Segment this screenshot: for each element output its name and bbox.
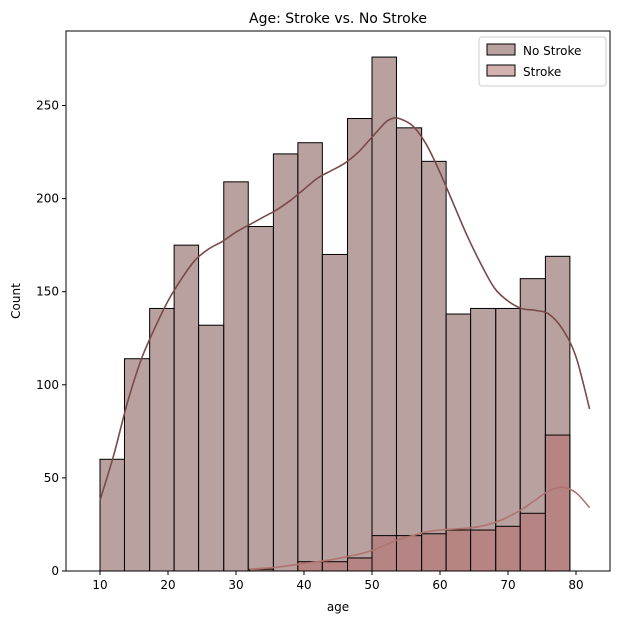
legend-label-stroke: Stroke [523, 65, 561, 79]
y-tick-label: 0 [51, 564, 59, 578]
legend: No Stroke Stroke [478, 36, 607, 87]
no-stroke-bar-6 [247, 226, 274, 572]
legend-swatch-stroke [486, 64, 516, 77]
stroke-bar-7 [421, 533, 447, 572]
y-tick-label: 100 [36, 378, 59, 392]
no-stroke-bar-5 [223, 181, 249, 572]
stroke-bar-4 [347, 557, 373, 572]
x-tick-label: 80 [568, 578, 583, 592]
stroke-bar-8 [445, 529, 472, 572]
y-axis-label: Count [9, 283, 23, 319]
x-tick-label: 60 [432, 578, 447, 592]
stroke-bar-9 [470, 529, 497, 572]
stroke-bar-3 [321, 561, 349, 572]
legend-label-no-stroke: No Stroke [523, 44, 581, 58]
x-axis-ticks: 10 20 30 40 50 60 70 80 [92, 571, 584, 592]
x-axis-label: age [327, 600, 349, 614]
x-tick-label: 40 [296, 578, 311, 592]
y-axis-ticks: 0 50 100 150 200 250 [36, 98, 66, 578]
axes [65, 30, 611, 572]
y-tick-label: 200 [36, 192, 59, 206]
x-tick-label: 50 [364, 578, 379, 592]
no-stroke-bar-7 [272, 153, 299, 572]
no-stroke-bar-12 [395, 127, 423, 572]
no-stroke-bar-10 [347, 118, 373, 572]
x-tick-label: 30 [228, 578, 243, 592]
stroke-bar-10 [495, 525, 521, 572]
kde-lines [99, 117, 591, 570]
no-stroke-kde-line [99, 117, 591, 501]
x-tick-label: 70 [500, 578, 515, 592]
stroke-bar-5 [371, 535, 397, 572]
no-stroke-bar-9 [321, 253, 349, 572]
legend-swatch-no-stroke [486, 43, 516, 56]
y-tick-label: 250 [36, 98, 59, 112]
no-stroke-bar-2 [149, 307, 175, 572]
x-tick-label: 20 [160, 578, 175, 592]
no-stroke-bars [99, 56, 571, 572]
stroke-bar-11 [519, 512, 546, 572]
no-stroke-bar-1 [123, 358, 151, 572]
no-stroke-bar-0 [99, 458, 125, 572]
no-stroke-bar-13 [421, 160, 447, 572]
stroke-bar-12 [544, 434, 571, 572]
no-stroke-bar-11 [371, 56, 397, 572]
chart-title: Age: Stroke vs. No Stroke [249, 11, 427, 27]
plot-frame [65, 30, 611, 572]
no-stroke-bar-3 [173, 244, 200, 572]
stroke-bar-6 [395, 535, 423, 572]
y-tick-label: 150 [36, 285, 59, 299]
no-stroke-bar-8 [297, 142, 323, 572]
stroke-kde-line [249, 486, 591, 570]
no-stroke-bar-4 [198, 324, 225, 572]
x-tick-label: 10 [92, 578, 107, 592]
y-tick-label: 50 [44, 471, 59, 485]
